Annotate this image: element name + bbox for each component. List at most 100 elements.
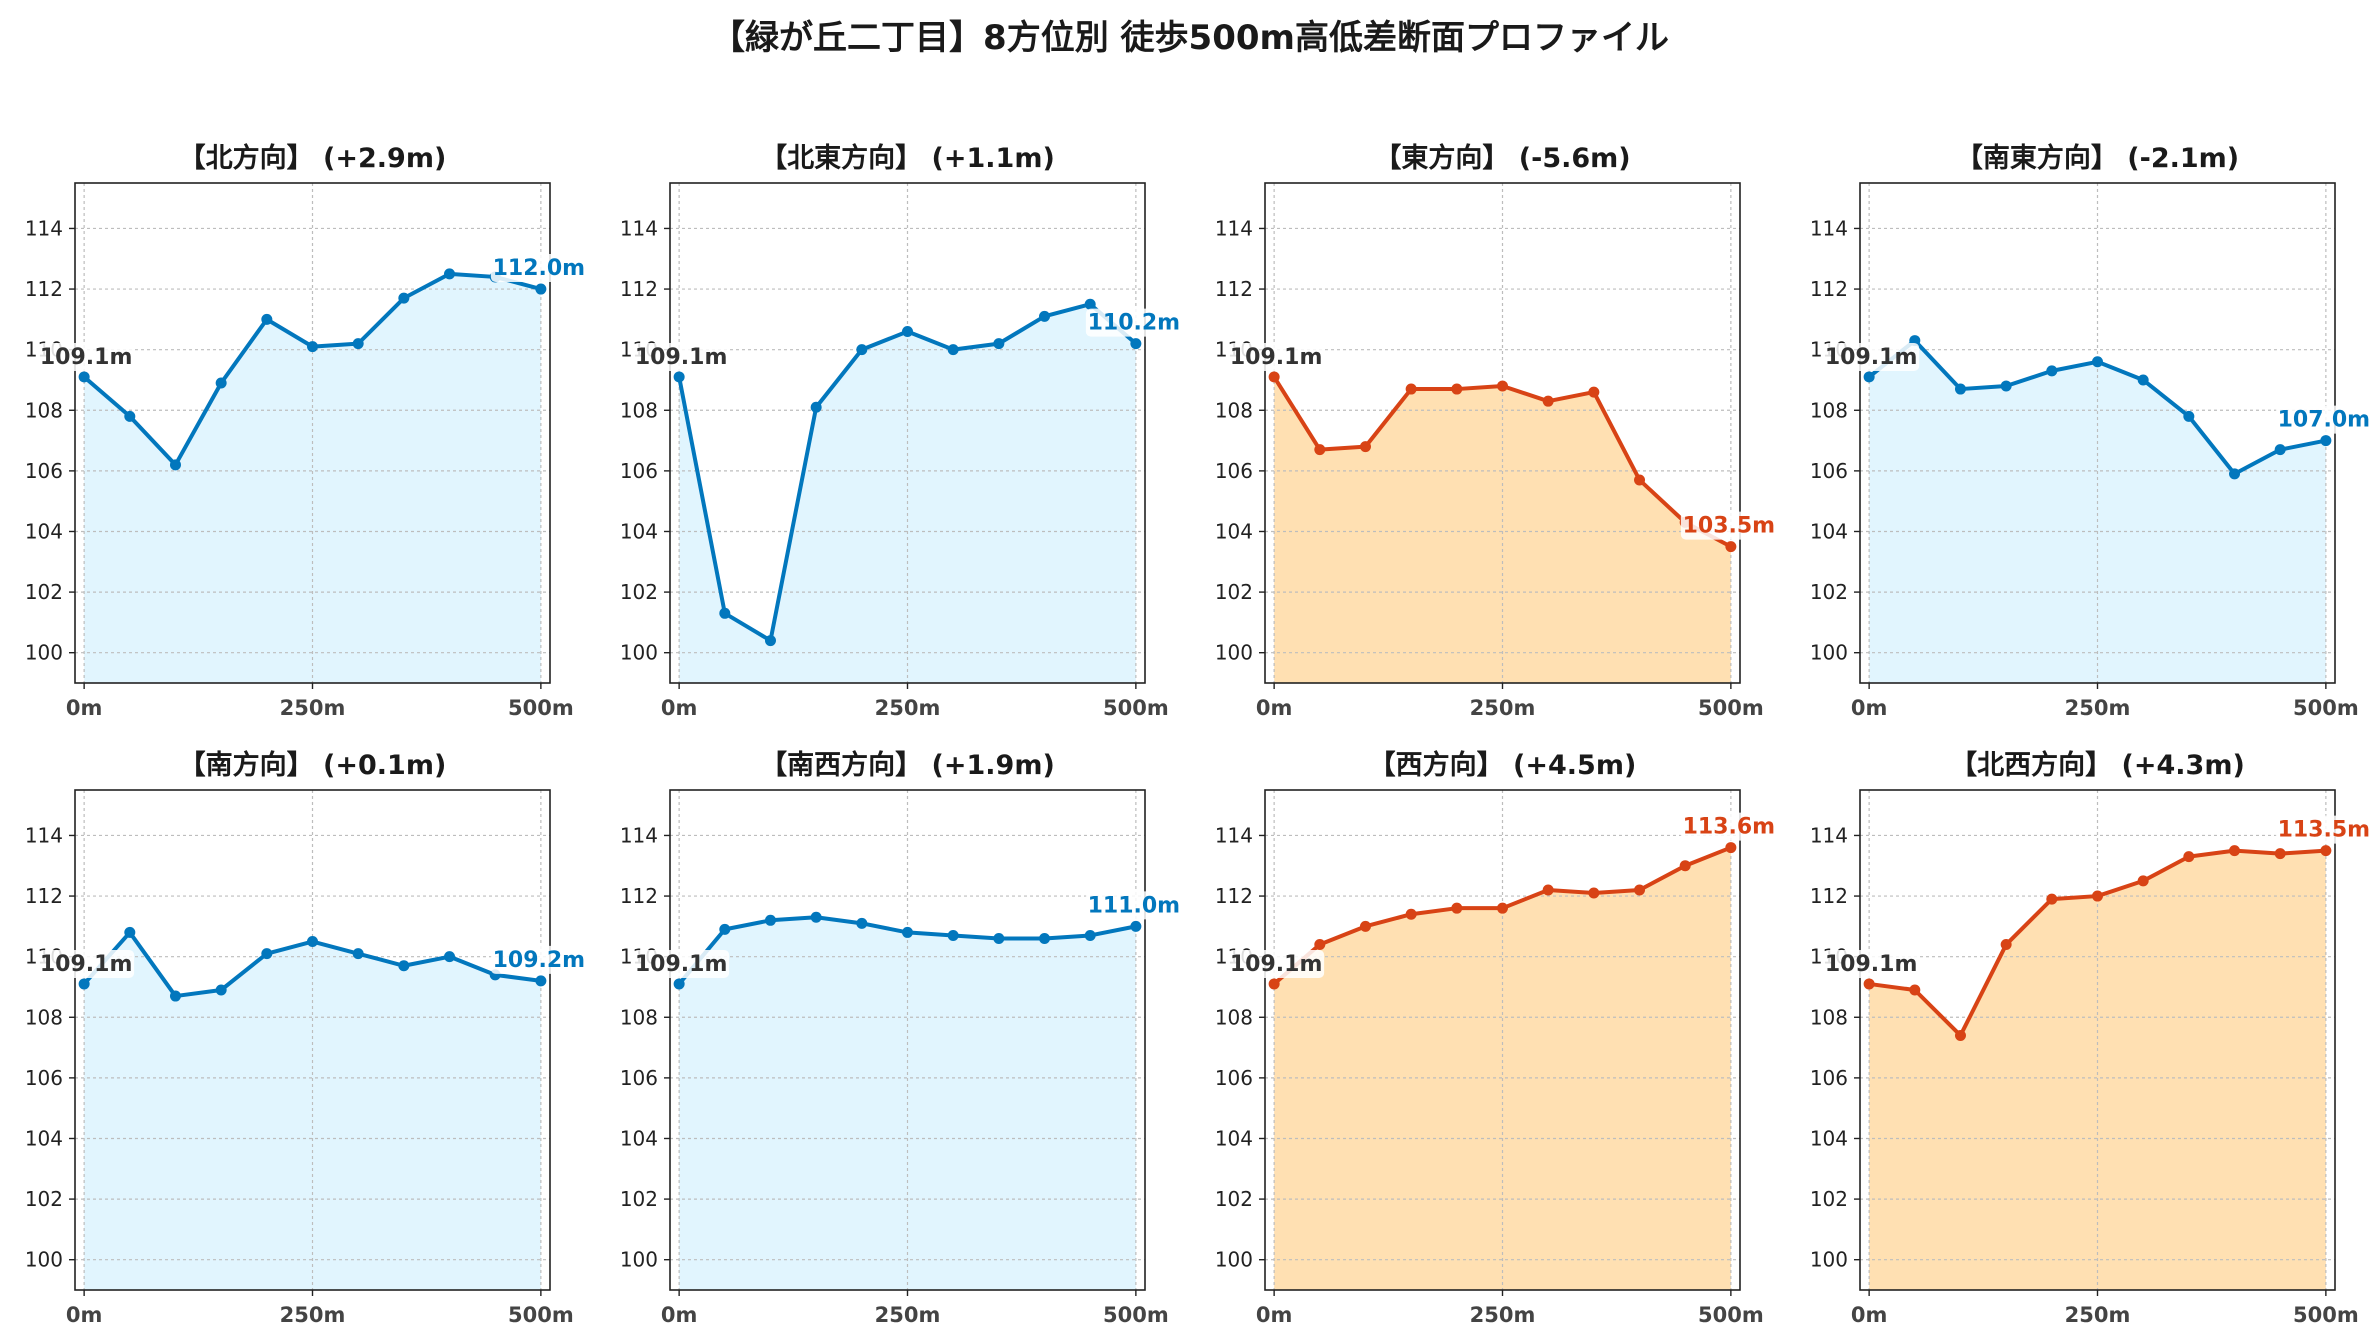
- data-point: [856, 344, 868, 356]
- end-label: 103.5m: [1683, 514, 1776, 539]
- data-point: [78, 978, 90, 990]
- end-label-box: [1085, 308, 1182, 337]
- data-point: [1451, 383, 1463, 395]
- y-tick-label: 100: [25, 641, 63, 665]
- data-point: [1359, 920, 1371, 932]
- y-tick-label: 106: [1810, 459, 1848, 483]
- panel-title: 【北東方向】 (+1.1m): [760, 142, 1055, 174]
- start-label: 109.1m: [1825, 345, 1918, 370]
- x-tick-label: 0m: [661, 1303, 698, 1327]
- data-point: [1268, 371, 1280, 383]
- y-tick-label: 108: [620, 1005, 658, 1029]
- x-tick-label: 250m: [280, 1303, 346, 1327]
- panel-title: 【南東方向】 (-2.1m): [1956, 142, 2239, 174]
- y-tick-label: 102: [1810, 580, 1848, 604]
- x-tick-label: 500m: [1698, 1303, 1764, 1327]
- data-point: [307, 341, 318, 353]
- panel-title: 【南方向】 (+0.1m): [179, 749, 447, 781]
- data-point: [352, 338, 364, 350]
- y-tick-label: 112: [1810, 277, 1848, 301]
- data-point: [1314, 444, 1326, 456]
- y-tick-label: 104: [620, 1126, 658, 1150]
- data-point: [1359, 441, 1371, 453]
- x-tick-label: 250m: [1470, 696, 1536, 720]
- data-point: [1542, 884, 1554, 896]
- y-tick-label: 112: [1215, 884, 1253, 908]
- data-point: [2137, 875, 2149, 887]
- panel-4: 【南方向】 (+0.1m)1001021041061081101121140m2…: [25, 749, 587, 1327]
- data-point: [1634, 474, 1646, 486]
- data-point: [1954, 1029, 1966, 1041]
- y-tick-label: 102: [25, 580, 63, 604]
- panel-7: 【北西方向】 (+4.3m)1001021041061081101121140m…: [1810, 749, 2372, 1327]
- y-tick-label: 106: [25, 459, 63, 483]
- data-point: [1451, 902, 1463, 914]
- y-tick-label: 106: [620, 1066, 658, 1090]
- profile-area: [1869, 850, 2326, 1290]
- y-tick-label: 102: [25, 1187, 63, 1211]
- y-tick-label: 108: [1810, 1005, 1848, 1029]
- data-point: [902, 325, 913, 337]
- start-label-box: [1823, 342, 1920, 371]
- end-label: 110.2m: [1088, 311, 1181, 336]
- y-tick-label: 108: [1810, 398, 1848, 422]
- end-label-box: [1680, 511, 1777, 540]
- y-tick-label: 100: [1215, 1248, 1253, 1272]
- x-tick-label: 500m: [1103, 1303, 1169, 1327]
- data-point: [2229, 468, 2241, 480]
- data-point: [444, 268, 456, 280]
- x-tick-label: 250m: [280, 696, 346, 720]
- start-label: 109.1m: [1230, 952, 1323, 977]
- panel-title: 【北西方向】 (+4.3m): [1950, 749, 2245, 781]
- x-tick-label: 500m: [1698, 696, 1764, 720]
- data-point: [1863, 978, 1875, 990]
- data-point: [2046, 893, 2058, 905]
- end-label: 113.5m: [2278, 818, 2371, 843]
- data-point: [444, 951, 456, 963]
- y-tick-label: 114: [620, 823, 658, 847]
- data-point: [1588, 386, 1600, 398]
- start-label-box: [633, 342, 730, 371]
- y-tick-label: 102: [620, 580, 658, 604]
- end-label: 112.0m: [493, 256, 586, 281]
- data-point: [307, 936, 318, 948]
- y-tick-label: 108: [1215, 398, 1253, 422]
- end-label: 113.6m: [1683, 815, 1776, 840]
- y-tick-label: 100: [25, 1248, 63, 1272]
- y-tick-label: 112: [1215, 277, 1253, 301]
- x-tick-label: 0m: [1851, 696, 1888, 720]
- data-point: [993, 338, 1005, 350]
- data-point: [1497, 380, 1508, 392]
- profile-area: [1869, 340, 2326, 683]
- data-point: [124, 410, 136, 422]
- data-point: [535, 283, 547, 295]
- panel-1: 【北東方向】 (+1.1m)1001021041061081101121140m…: [620, 142, 1182, 720]
- data-point: [1542, 395, 1554, 407]
- data-point: [2183, 851, 2195, 863]
- end-label-box: [1680, 812, 1777, 841]
- panel-0: 【北方向】 (+2.9m)1001021041061081101121140m2…: [25, 142, 587, 720]
- x-tick-label: 0m: [66, 696, 103, 720]
- data-point: [993, 932, 1005, 944]
- data-point: [2274, 848, 2286, 860]
- x-tick-label: 250m: [875, 1303, 941, 1327]
- y-tick-label: 112: [620, 884, 658, 908]
- panel-2: 【東方向】 (-5.6m)1001021041061081101121140m2…: [1215, 142, 1777, 720]
- data-point: [810, 401, 822, 413]
- panel-5: 【南西方向】 (+1.9m)1001021041061081101121140m…: [620, 749, 1182, 1327]
- data-point: [1268, 978, 1280, 990]
- data-point: [1909, 984, 1921, 996]
- y-tick-label: 114: [25, 823, 63, 847]
- panel-title: 【北方向】 (+2.9m): [179, 142, 447, 174]
- y-tick-label: 112: [1810, 884, 1848, 908]
- data-point: [1084, 298, 1096, 310]
- y-tick-label: 102: [620, 1187, 658, 1211]
- panel-title: 【東方向】 (-5.6m): [1374, 142, 1630, 174]
- panel-6: 【西方向】 (+4.5m)1001021041061081101121140m2…: [1215, 749, 1777, 1327]
- start-label: 109.1m: [635, 952, 728, 977]
- panel-title: 【南西方向】 (+1.9m): [760, 749, 1055, 781]
- data-point: [535, 975, 547, 987]
- data-point: [947, 929, 959, 941]
- profile-area: [84, 932, 541, 1290]
